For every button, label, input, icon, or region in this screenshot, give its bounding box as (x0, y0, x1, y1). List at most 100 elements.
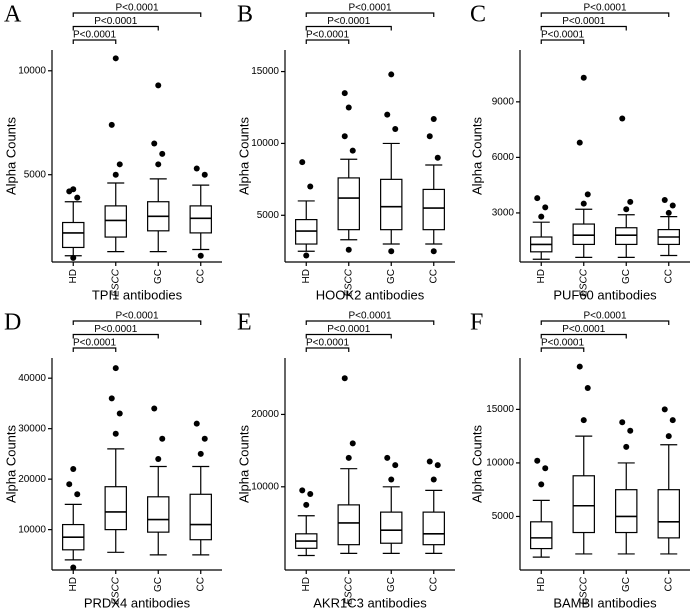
significance-bracket (72, 333, 159, 339)
x-tick-label: ESCC (343, 268, 354, 297)
significance-label: P<0.0001 (73, 30, 117, 41)
outlier (430, 115, 437, 122)
significance-bracket (305, 25, 392, 31)
outlier (388, 248, 395, 255)
x-axis-label: HOOK2 antibodies (316, 287, 425, 302)
x-tick-label: CC (428, 269, 439, 283)
x-tick-label: ESCC (343, 576, 354, 605)
outlier (159, 435, 166, 442)
significance-bracket (72, 347, 117, 352)
x-axis-label: PUF60 antibodies (553, 287, 657, 302)
outlier (108, 121, 115, 128)
significance-bracket (72, 25, 159, 31)
outlier (155, 82, 162, 89)
box (337, 177, 360, 231)
outlier (584, 191, 591, 198)
outlier (434, 154, 441, 161)
y-tick-label: 10000 (251, 481, 279, 492)
significance-bracket (72, 39, 117, 44)
panel: 10000 20000 30000 40000 HD ESCC GC CC P<0.0001 P<… (3, 310, 222, 609)
x-tick-label: ESCC (578, 268, 589, 297)
panel: 3000 6000 9000 HD ESCC GC CC P<0.0001 P<0.0001 P<… (469, 2, 690, 302)
outlier (197, 252, 204, 259)
outlier (151, 140, 158, 147)
outlier (112, 55, 119, 62)
box (337, 504, 360, 546)
panel: 10000 20000 HD ESCC GC CC P<0.0001 P<0.0001 P<0.… (236, 310, 455, 609)
panel: 5000 10000 15000 HD ESCC GC CC P<0.0001 P<0.0001… (236, 2, 455, 302)
significance-bracket (540, 12, 670, 17)
outlier (534, 457, 541, 464)
outlier (345, 104, 352, 111)
outlier (201, 435, 208, 442)
outlier (580, 417, 587, 424)
x-tick-label: HD (301, 577, 312, 591)
outlier (538, 213, 545, 220)
outlier (349, 440, 356, 447)
x-tick-label: GC (386, 577, 397, 592)
outlier (116, 161, 123, 168)
significance-label: P<0.0001 (583, 3, 627, 14)
outlier (345, 454, 352, 461)
outlier (74, 194, 81, 201)
x-tick-label: HD (68, 269, 79, 283)
significance-bracket (540, 320, 670, 325)
significance-bracket (305, 333, 392, 339)
box (189, 493, 212, 541)
outlier (661, 406, 668, 413)
outlier (303, 252, 310, 259)
outlier (580, 74, 587, 81)
box (572, 475, 595, 534)
box (147, 496, 170, 533)
outlier (112, 365, 119, 372)
y-axis-label: Alpha Counts (469, 424, 484, 503)
outlier (392, 126, 399, 133)
outlier (116, 410, 123, 417)
outlier (661, 196, 668, 203)
outlier (307, 183, 314, 190)
outlier (576, 363, 583, 370)
outlier (580, 200, 587, 207)
outlier (426, 133, 433, 140)
significance-bracket (72, 320, 202, 325)
y-tick-label: 15000 (486, 404, 514, 415)
outlier (384, 111, 391, 118)
y-axis-label: Alpha Counts (236, 116, 251, 195)
y-tick-label: 20000 (251, 409, 279, 420)
box (380, 511, 403, 544)
box (380, 178, 403, 231)
significance-label: P<0.0001 (541, 30, 585, 41)
box (104, 205, 127, 238)
outlier (434, 462, 441, 469)
panel: 5000 10000 15000 HD ESCC GC CC P<0.0001 P<0.0001… (469, 310, 690, 609)
significance-bracket (305, 12, 435, 17)
x-axis-label: TPI1 antibodies (92, 287, 183, 302)
box (104, 486, 127, 531)
y-tick-label: 10000 (18, 65, 46, 76)
significance-label: P<0.0001 (306, 338, 350, 349)
significance-label: P<0.0001 (94, 16, 138, 27)
panel-letter: B (237, 2, 253, 28)
outlier (349, 147, 356, 154)
y-tick-label: 3000 (492, 208, 515, 219)
x-tick-label: HD (536, 577, 547, 591)
outlier (70, 564, 77, 571)
significance-bracket (305, 347, 350, 352)
x-tick-label: GC (621, 269, 632, 284)
outlier (307, 491, 314, 498)
outlier (201, 171, 208, 178)
x-tick-label: CC (195, 577, 206, 591)
outlier (193, 165, 200, 172)
outlier (388, 71, 395, 78)
x-tick-label: HD (536, 269, 547, 283)
significance-label: P<0.0001 (306, 30, 350, 41)
y-axis-label: Alpha Counts (469, 116, 484, 195)
outlier (542, 465, 549, 472)
x-tick-label: GC (386, 269, 397, 284)
outlier (534, 195, 541, 202)
x-tick-label: GC (621, 577, 632, 592)
significance-label: P<0.0001 (348, 3, 392, 14)
y-tick-label: 10000 (251, 138, 279, 149)
significance-label: P<0.0001 (73, 338, 117, 349)
x-tick-label: HD (301, 269, 312, 283)
